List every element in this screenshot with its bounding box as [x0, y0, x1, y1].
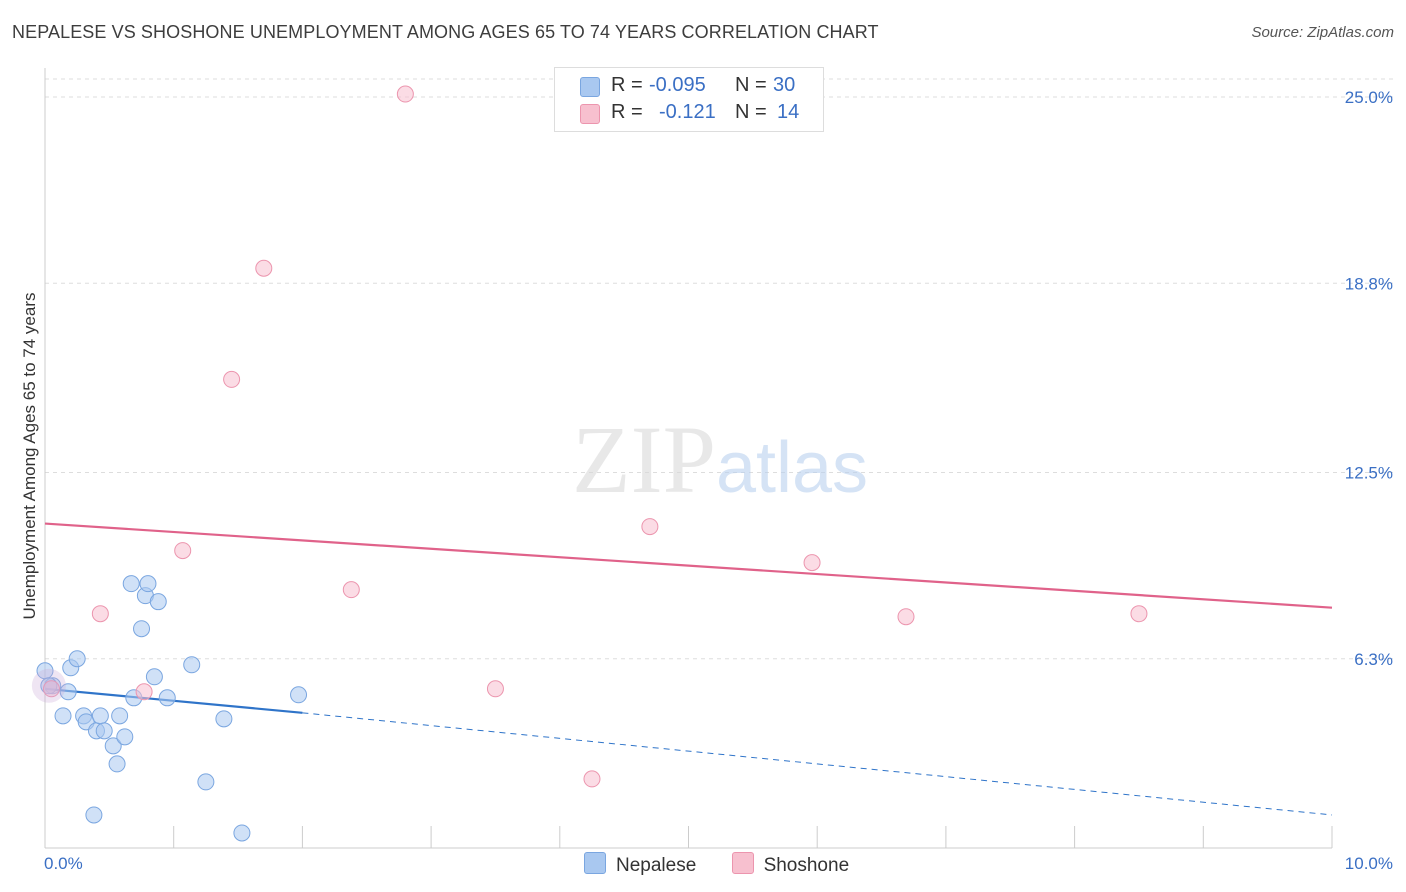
- nepalese-point: [158, 689, 176, 707]
- shoshone-point: [135, 683, 153, 701]
- nepalese-point: [233, 824, 251, 842]
- shoshone-point: [42, 680, 60, 698]
- nepalese-point: [197, 773, 215, 791]
- r-label: R =: [611, 74, 643, 96]
- shoshone-point: [803, 554, 821, 572]
- nepalese-point: [149, 593, 167, 611]
- y-tick-label: 25.0%: [1345, 88, 1393, 107]
- shoshone-swatch: [731, 852, 754, 874]
- chart-title: NEPALESE VS SHOSHONE UNEMPLOYMENT AMONG …: [12, 22, 879, 42]
- nepalese-point: [133, 620, 151, 638]
- stats-row-shoshone: R = -0.121 N = 14: [555, 100, 823, 126]
- nepalese-point: [104, 737, 122, 755]
- nepalese-point: [91, 707, 109, 725]
- nepalese-swatch: [584, 852, 606, 874]
- nepalese-point: [68, 650, 86, 668]
- legend-item-nepalese[interactable]: Nepalese: [584, 852, 696, 877]
- nepalese-point: [145, 668, 163, 686]
- cluster-point: [31, 668, 66, 703]
- legend-label: Nepalese: [616, 855, 697, 876]
- shoshone-trend-line: [44, 522, 1333, 609]
- nepalese-point: [116, 728, 134, 746]
- shoshone-point: [486, 680, 504, 698]
- shoshone-point: [641, 518, 659, 536]
- nepalese-swatch: [580, 77, 600, 97]
- shoshone-point: [255, 259, 273, 277]
- stats-row-nepalese: R = -0.095 N = 30: [555, 73, 823, 99]
- r-value: -0.095: [649, 74, 706, 96]
- n-value: 14: [777, 101, 800, 123]
- series-legend: Nepalese Shoshone: [584, 852, 849, 878]
- nepalese-point: [215, 710, 233, 728]
- x-tick-label: 10.0%: [1345, 854, 1393, 873]
- source-credit: Source: ZipAtlas.com: [1251, 24, 1394, 41]
- nepalese-point: [183, 656, 201, 674]
- y-tick-label: 18.8%: [1345, 274, 1393, 293]
- r-label: R =: [611, 101, 643, 123]
- shoshone-point: [396, 85, 414, 103]
- n-label: N =: [735, 74, 767, 96]
- nepalese-point: [111, 707, 129, 725]
- shoshone-point: [897, 608, 915, 626]
- shoshone-point: [583, 770, 601, 788]
- nepalese-point: [290, 686, 308, 704]
- shoshone-point: [223, 370, 241, 388]
- stats-legend: R = -0.095 N = 30 R = -0.121 N = 14: [554, 67, 824, 132]
- legend-label: Shoshone: [763, 855, 850, 876]
- shoshone-point: [1130, 605, 1148, 623]
- nepalese-trend-extension: [302, 712, 1333, 816]
- nepalese-point: [95, 722, 113, 740]
- watermark-atlas-text: atlas: [716, 428, 868, 508]
- watermark-zip-text: ZIP: [572, 406, 716, 513]
- nepalese-point: [59, 683, 77, 701]
- shoshone-point: [174, 542, 192, 560]
- n-value: 30: [773, 74, 796, 96]
- nepalese-point: [108, 755, 126, 773]
- nepalese-point: [122, 575, 140, 593]
- shoshone-swatch: [580, 104, 600, 124]
- r-value: -0.121: [659, 101, 716, 123]
- shoshone-point: [342, 581, 360, 599]
- n-label: N =: [735, 101, 767, 123]
- nepalese-point: [139, 575, 157, 593]
- nepalese-point: [54, 707, 72, 725]
- watermark-zip: ZIPatlas: [572, 406, 868, 513]
- shoshone-point: [91, 605, 109, 623]
- x-tick-label: 0.0%: [44, 854, 83, 873]
- nepalese-point: [85, 806, 103, 824]
- legend-item-shoshone[interactable]: Shoshone: [731, 852, 850, 877]
- y-tick-label: 12.5%: [1345, 464, 1393, 483]
- y-tick-label: 6.3%: [1354, 650, 1393, 669]
